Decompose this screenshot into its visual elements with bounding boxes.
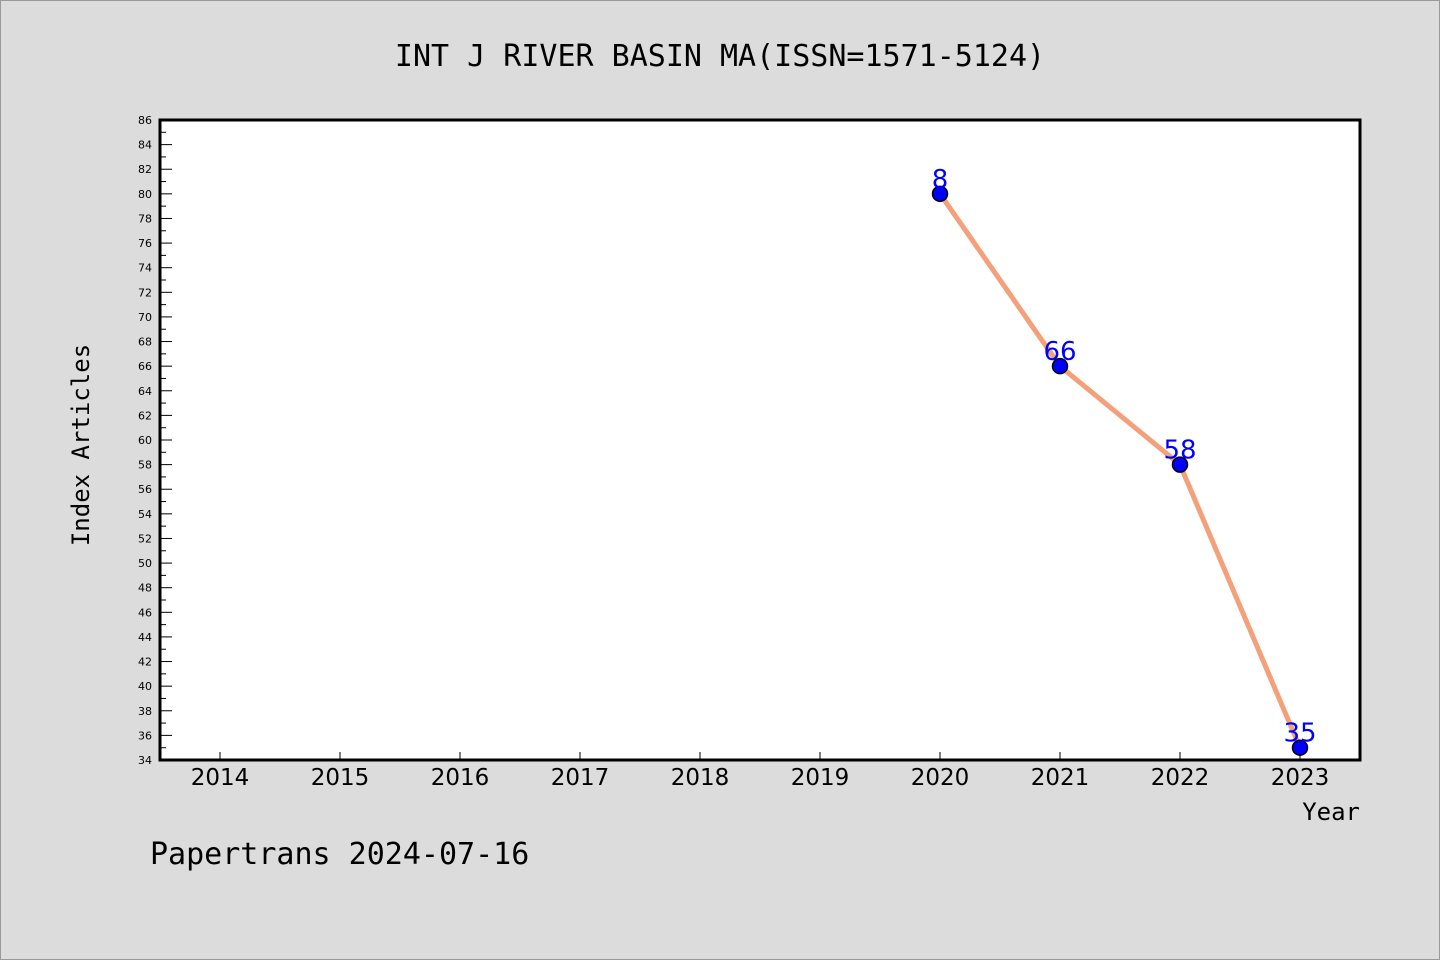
x-tick-label: 2017 [551,765,610,791]
data-point [931,185,949,203]
data-label: 66 [1043,337,1076,367]
y-tick-label: 44 [138,631,152,644]
y-tick-label: 36 [138,729,152,742]
x-tick-label: 2022 [1151,765,1210,791]
y-tick-label: 46 [138,606,152,619]
x-tick-label: 2020 [911,765,970,791]
x-tick-label: 2014 [191,765,250,791]
data-point [1291,739,1309,756]
x-axis-ticks: 2014 2015 2016 2017 2018 2019 2020 2021 2022 2023 [191,752,1330,791]
x-axis-label: Year [1302,798,1360,826]
footer-text: Papertrans 2024-07-16 [150,837,529,872]
series-group: 8 66 58 35 [931,165,1317,756]
plot-area [160,120,1360,760]
y-tick-label: 62 [138,409,152,422]
data-label: 8 [932,165,949,195]
y-tick-label: 84 [138,139,152,152]
y-tick-label: 60 [138,434,152,447]
y-tick-label: 70 [138,311,152,324]
y-tick-label: 38 [138,705,152,718]
y-tick-label: 68 [138,336,152,349]
y-tick-label: 76 [138,237,152,250]
y-tick-label: 86 [138,114,152,127]
x-tick-label: 2016 [431,765,490,791]
y-tick-label: 52 [138,532,152,545]
data-label: 35 [1283,719,1316,749]
y-tick-label: 78 [138,212,152,225]
y-axis-label: Index Articles [67,344,95,546]
series-line [937,191,1303,751]
y-tick-label: 74 [138,262,152,275]
y-tick-label: 34 [138,754,152,767]
y-tick-label: 82 [138,163,152,176]
y-tick-label: 48 [138,582,152,595]
data-point [1171,456,1189,473]
x-tick-label: 2021 [1031,765,1090,791]
x-tick-label: 2019 [791,765,850,791]
x-tick-label: 2018 [671,765,730,791]
y-tick-label: 66 [138,360,152,373]
y-tick-label: 64 [138,385,152,398]
y-tick-label: 54 [138,508,152,521]
x-tick-label: 2023 [1271,765,1330,791]
y-tick-label: 42 [138,656,152,669]
y-axis-ticks: 34 36 38 40 42 44 46 48 50 52 54 56 58 60 62 64 66 68 70 72… [138,114,172,767]
chart-title: INT J RIVER BASIN MA(ISSN=1571-5124) [395,39,1045,74]
y-tick-label: 58 [138,459,152,472]
data-point [1051,357,1069,375]
y-tick-label: 40 [138,680,152,693]
y-tick-label: 50 [138,557,152,570]
x-tick-label: 2015 [311,765,370,791]
plot-border [158,118,1362,762]
y-tick-label: 56 [138,483,152,496]
y-tick-label: 80 [138,188,152,201]
y-tick-label: 72 [138,286,152,299]
data-label: 58 [1163,436,1196,466]
